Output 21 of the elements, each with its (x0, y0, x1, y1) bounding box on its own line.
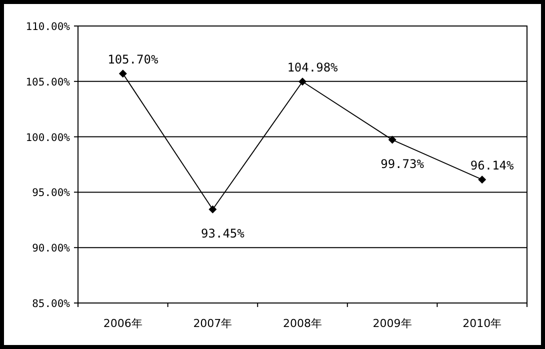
point (298, 78, 306, 86)
x-tick-label: 2006年 (103, 317, 142, 330)
y-tick-label: 95.00% (32, 187, 71, 200)
data-label: 99.73% (380, 156, 425, 171)
y-tick-label: 90.00% (32, 242, 71, 255)
point (478, 176, 486, 184)
point (388, 136, 396, 144)
point (208, 205, 217, 214)
data-label: 96.14% (470, 158, 515, 173)
y-tick-label: 110.00% (26, 21, 71, 33)
y-tick-label: 105.00% (26, 76, 71, 88)
data-label: 93.45% (201, 226, 246, 240)
point (118, 70, 127, 78)
data-label: 104.98% (287, 60, 339, 75)
data-label: 105.70% (108, 52, 159, 67)
x-tick-label: 2009年 (372, 317, 412, 330)
x-tick-label: 2008年 (283, 317, 322, 330)
y-tick-label: 100.00% (26, 132, 71, 144)
y-tick-label: 85.00% (32, 298, 71, 310)
x-tick-label: 2010年 (462, 317, 502, 330)
x-tick-label: 2007年 (193, 317, 232, 330)
